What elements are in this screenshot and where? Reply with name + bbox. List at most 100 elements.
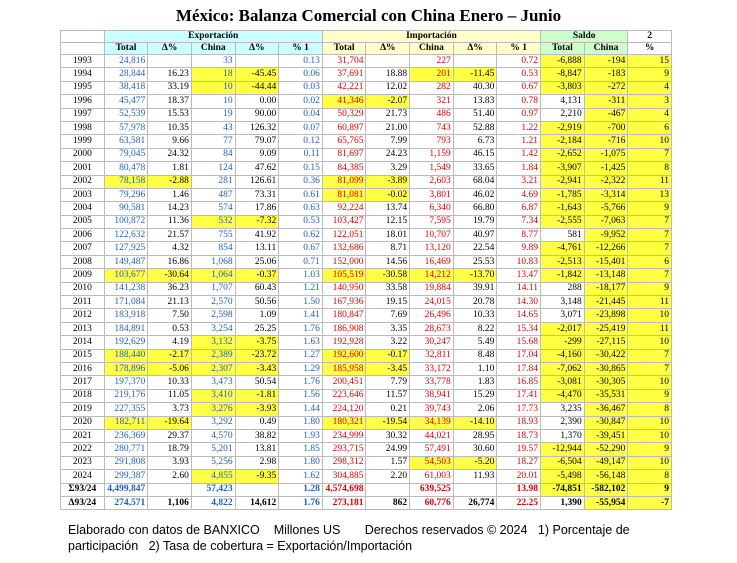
cell: 18.93	[496, 415, 542, 430]
cell: 3	[627, 94, 672, 109]
cell: 3,473	[190, 375, 236, 390]
cell: 73.31	[234, 187, 280, 203]
cell: 17.86	[234, 201, 280, 216]
cell: 152,000	[321, 254, 367, 270]
cell: 10,707	[409, 228, 454, 243]
group-label: Importación	[321, 30, 542, 43]
cell: 1.21	[496, 134, 542, 149]
row-label: Σ93/24	[60, 482, 105, 497]
cell: 30.60	[452, 442, 498, 457]
cell: 1.76	[278, 495, 323, 511]
data-row: 2005 100,872 11.36 532 -7.32 0.53 103,427 12.15…	[60, 214, 672, 230]
cell: -2,555	[540, 214, 585, 230]
cell: -5,766	[583, 201, 629, 216]
cell: 188,440	[103, 348, 149, 363]
cell: -27,115	[583, 335, 629, 350]
cell: 19	[190, 107, 236, 122]
cell: -9.35	[234, 469, 280, 484]
cell: 41,346	[321, 94, 367, 109]
cell: -7,062	[540, 361, 585, 377]
cell: 30.32	[365, 428, 411, 444]
cell: 47.62	[234, 161, 280, 176]
cell: 45,477	[103, 94, 149, 109]
cell: 0.72	[496, 53, 542, 69]
cell: 14.65	[496, 308, 542, 323]
cell: 90,581	[103, 201, 149, 216]
data-row: 1994 28,844 16.23 18 -45.45 0.06 37,691 18.88 20…	[60, 67, 672, 82]
cell: 11.05	[147, 388, 192, 404]
cell: 17.84	[496, 361, 542, 377]
cell: 0.04	[278, 107, 323, 122]
cell: 21.13	[147, 295, 192, 310]
cell: 28,673	[409, 321, 454, 337]
cell: 9	[627, 388, 672, 404]
cell: 2,210	[540, 107, 585, 122]
cell: 80,478	[103, 161, 149, 176]
cell: 13.83	[452, 94, 498, 109]
cell: -2,941	[540, 174, 585, 189]
cell: 13.81	[234, 442, 280, 457]
cell: 60,897	[321, 120, 367, 136]
row-label: 2012	[60, 308, 105, 323]
cell: 44,021	[409, 428, 454, 444]
cell: -2.07	[365, 94, 411, 109]
cell: 581	[540, 228, 585, 243]
cell: 793	[409, 134, 454, 149]
cell: -2,184	[540, 134, 585, 149]
cell: -467	[583, 107, 629, 122]
cell: 304,885	[321, 469, 367, 484]
cell: 34,139	[409, 415, 454, 430]
cell: 2.60	[147, 469, 192, 484]
cell: 1,370	[540, 428, 585, 444]
cell: 8	[627, 161, 672, 176]
row-label: 2020	[60, 415, 105, 430]
cell: 0.53	[147, 321, 192, 337]
row-label: 2008	[60, 254, 105, 270]
cell: 18.88	[365, 67, 411, 82]
cell: 3,071	[540, 308, 585, 323]
cell: 1,106	[147, 495, 192, 511]
cell: 1.84	[496, 161, 542, 176]
data-row: 2000 79,045 24.32 84 9.09 0.11 81,697 24.23 1,15…	[60, 147, 672, 163]
cell: 5,256	[190, 455, 236, 471]
cell: -299	[540, 335, 585, 350]
cell: -4,761	[540, 241, 585, 256]
data-row: Δ93/24 274,571 1,106 4,822 14,612 1.76 273,181…	[60, 495, 672, 511]
cell: 3.22	[365, 335, 411, 350]
cell: -2,322	[583, 174, 629, 189]
cell: 7	[627, 228, 672, 243]
cell: 7	[627, 147, 672, 163]
cell: 17.04	[496, 348, 542, 363]
cell: 9	[627, 482, 672, 497]
cell: 167,936	[321, 295, 367, 310]
data-row: 2002 78,158 -2.88 281 126.61 0.36 81,099 -3.89 2…	[60, 174, 672, 189]
cell: -272	[583, 80, 629, 96]
cell: 81,697	[321, 147, 367, 163]
cell: -183	[583, 67, 629, 82]
cell: 288	[540, 281, 585, 297]
cell: 1.46	[147, 187, 192, 203]
cell: 60,776	[409, 495, 454, 511]
cell: -7.32	[234, 214, 280, 230]
cell: 37,691	[321, 67, 367, 82]
cell: 1.44	[278, 402, 323, 417]
cell: 8.22	[452, 321, 498, 337]
cell: 38,941	[409, 388, 454, 404]
cell: 149,487	[103, 254, 149, 270]
data-row: 2010 141,238 36.23 1,707 60.43 1.21 140,950 33.…	[60, 281, 672, 297]
row-label: Δ93/24	[60, 495, 105, 511]
cell: 1.93	[278, 428, 323, 444]
cell: 17.41	[496, 388, 542, 404]
data-row: 2024 299,387 2.60 4,855 -9.35 1.62 304,885 2.20…	[60, 469, 672, 484]
cell: 1.63	[278, 335, 323, 350]
row-label: 2024	[60, 469, 105, 484]
group-label: Saldo	[540, 30, 629, 43]
cell: 11.93	[452, 469, 498, 484]
cell: 18.27	[496, 455, 542, 471]
cell: 3.73	[147, 402, 192, 417]
footer: Elaborado con datos de BANXICO Millones …	[68, 522, 678, 554]
cell: -4,160	[540, 348, 585, 363]
cell: -52,290	[583, 442, 629, 457]
cell: 10	[627, 375, 672, 390]
